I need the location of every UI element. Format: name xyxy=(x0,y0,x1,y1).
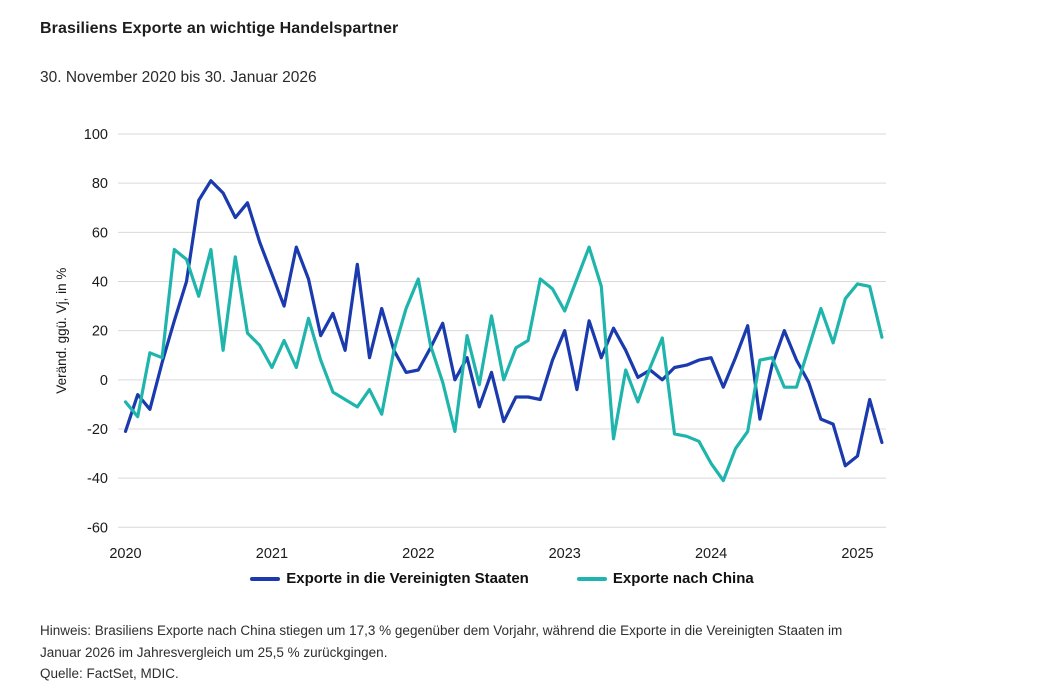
legend-item-china: Exporte nach China xyxy=(576,570,754,587)
chart-legend: Exporte in die Vereinigten Staaten Expor… xyxy=(0,570,1004,587)
legend-label-usa: Exporte in die Vereinigten Staaten xyxy=(286,570,529,587)
line-chart: 100 80 60 40 20 0 -20 -40 -60 Veränd. ggü. Vj, in… xyxy=(54,127,886,562)
x-tick-label: 2021 xyxy=(256,546,288,562)
y-tick-label: 100 xyxy=(84,127,108,143)
legend-item-usa: Exporte in die Vereinigten Staaten xyxy=(250,570,529,587)
legend-label-china: Exporte nach China xyxy=(612,570,754,587)
page-title: Brasiliens Exporte an wichtige Handelspa… xyxy=(40,20,399,37)
footnote-hinweis: Hinweis: Brasiliens Exporte nach China s… xyxy=(40,623,843,660)
y-tick-label: -60 xyxy=(87,520,108,536)
x-tick-label: 2025 xyxy=(841,546,873,562)
usa-exports-line xyxy=(123,179,884,468)
china-exports-line xyxy=(123,245,884,483)
y-tick-label: -20 xyxy=(87,422,108,438)
y-axis-title: Veränd. ggü. Vj, in % xyxy=(54,268,69,394)
usa-line-swatch xyxy=(250,576,281,581)
page-subtitle: 30. November 2020 bis 30. Januar 2026 xyxy=(40,69,317,86)
y-tick-label: -40 xyxy=(87,471,108,487)
x-tick-label: 2023 xyxy=(549,546,581,562)
y-tick-label: 20 xyxy=(92,324,108,340)
china-line-swatch xyxy=(576,576,607,581)
x-tick-label: 2022 xyxy=(402,546,434,562)
x-tick-label: 2024 xyxy=(695,546,727,562)
y-tick-label: 60 xyxy=(92,225,108,241)
y-tick-label: 40 xyxy=(92,274,108,290)
x-tick-label: 2020 xyxy=(109,546,141,562)
y-tick-label: 80 xyxy=(92,176,108,192)
y-tick-label: 0 xyxy=(100,373,108,389)
footnote-quelle: Quelle: FactSet, MDIC. xyxy=(40,666,179,681)
footnote: Hinweis: Brasiliens Exporte nach China s… xyxy=(40,620,872,685)
